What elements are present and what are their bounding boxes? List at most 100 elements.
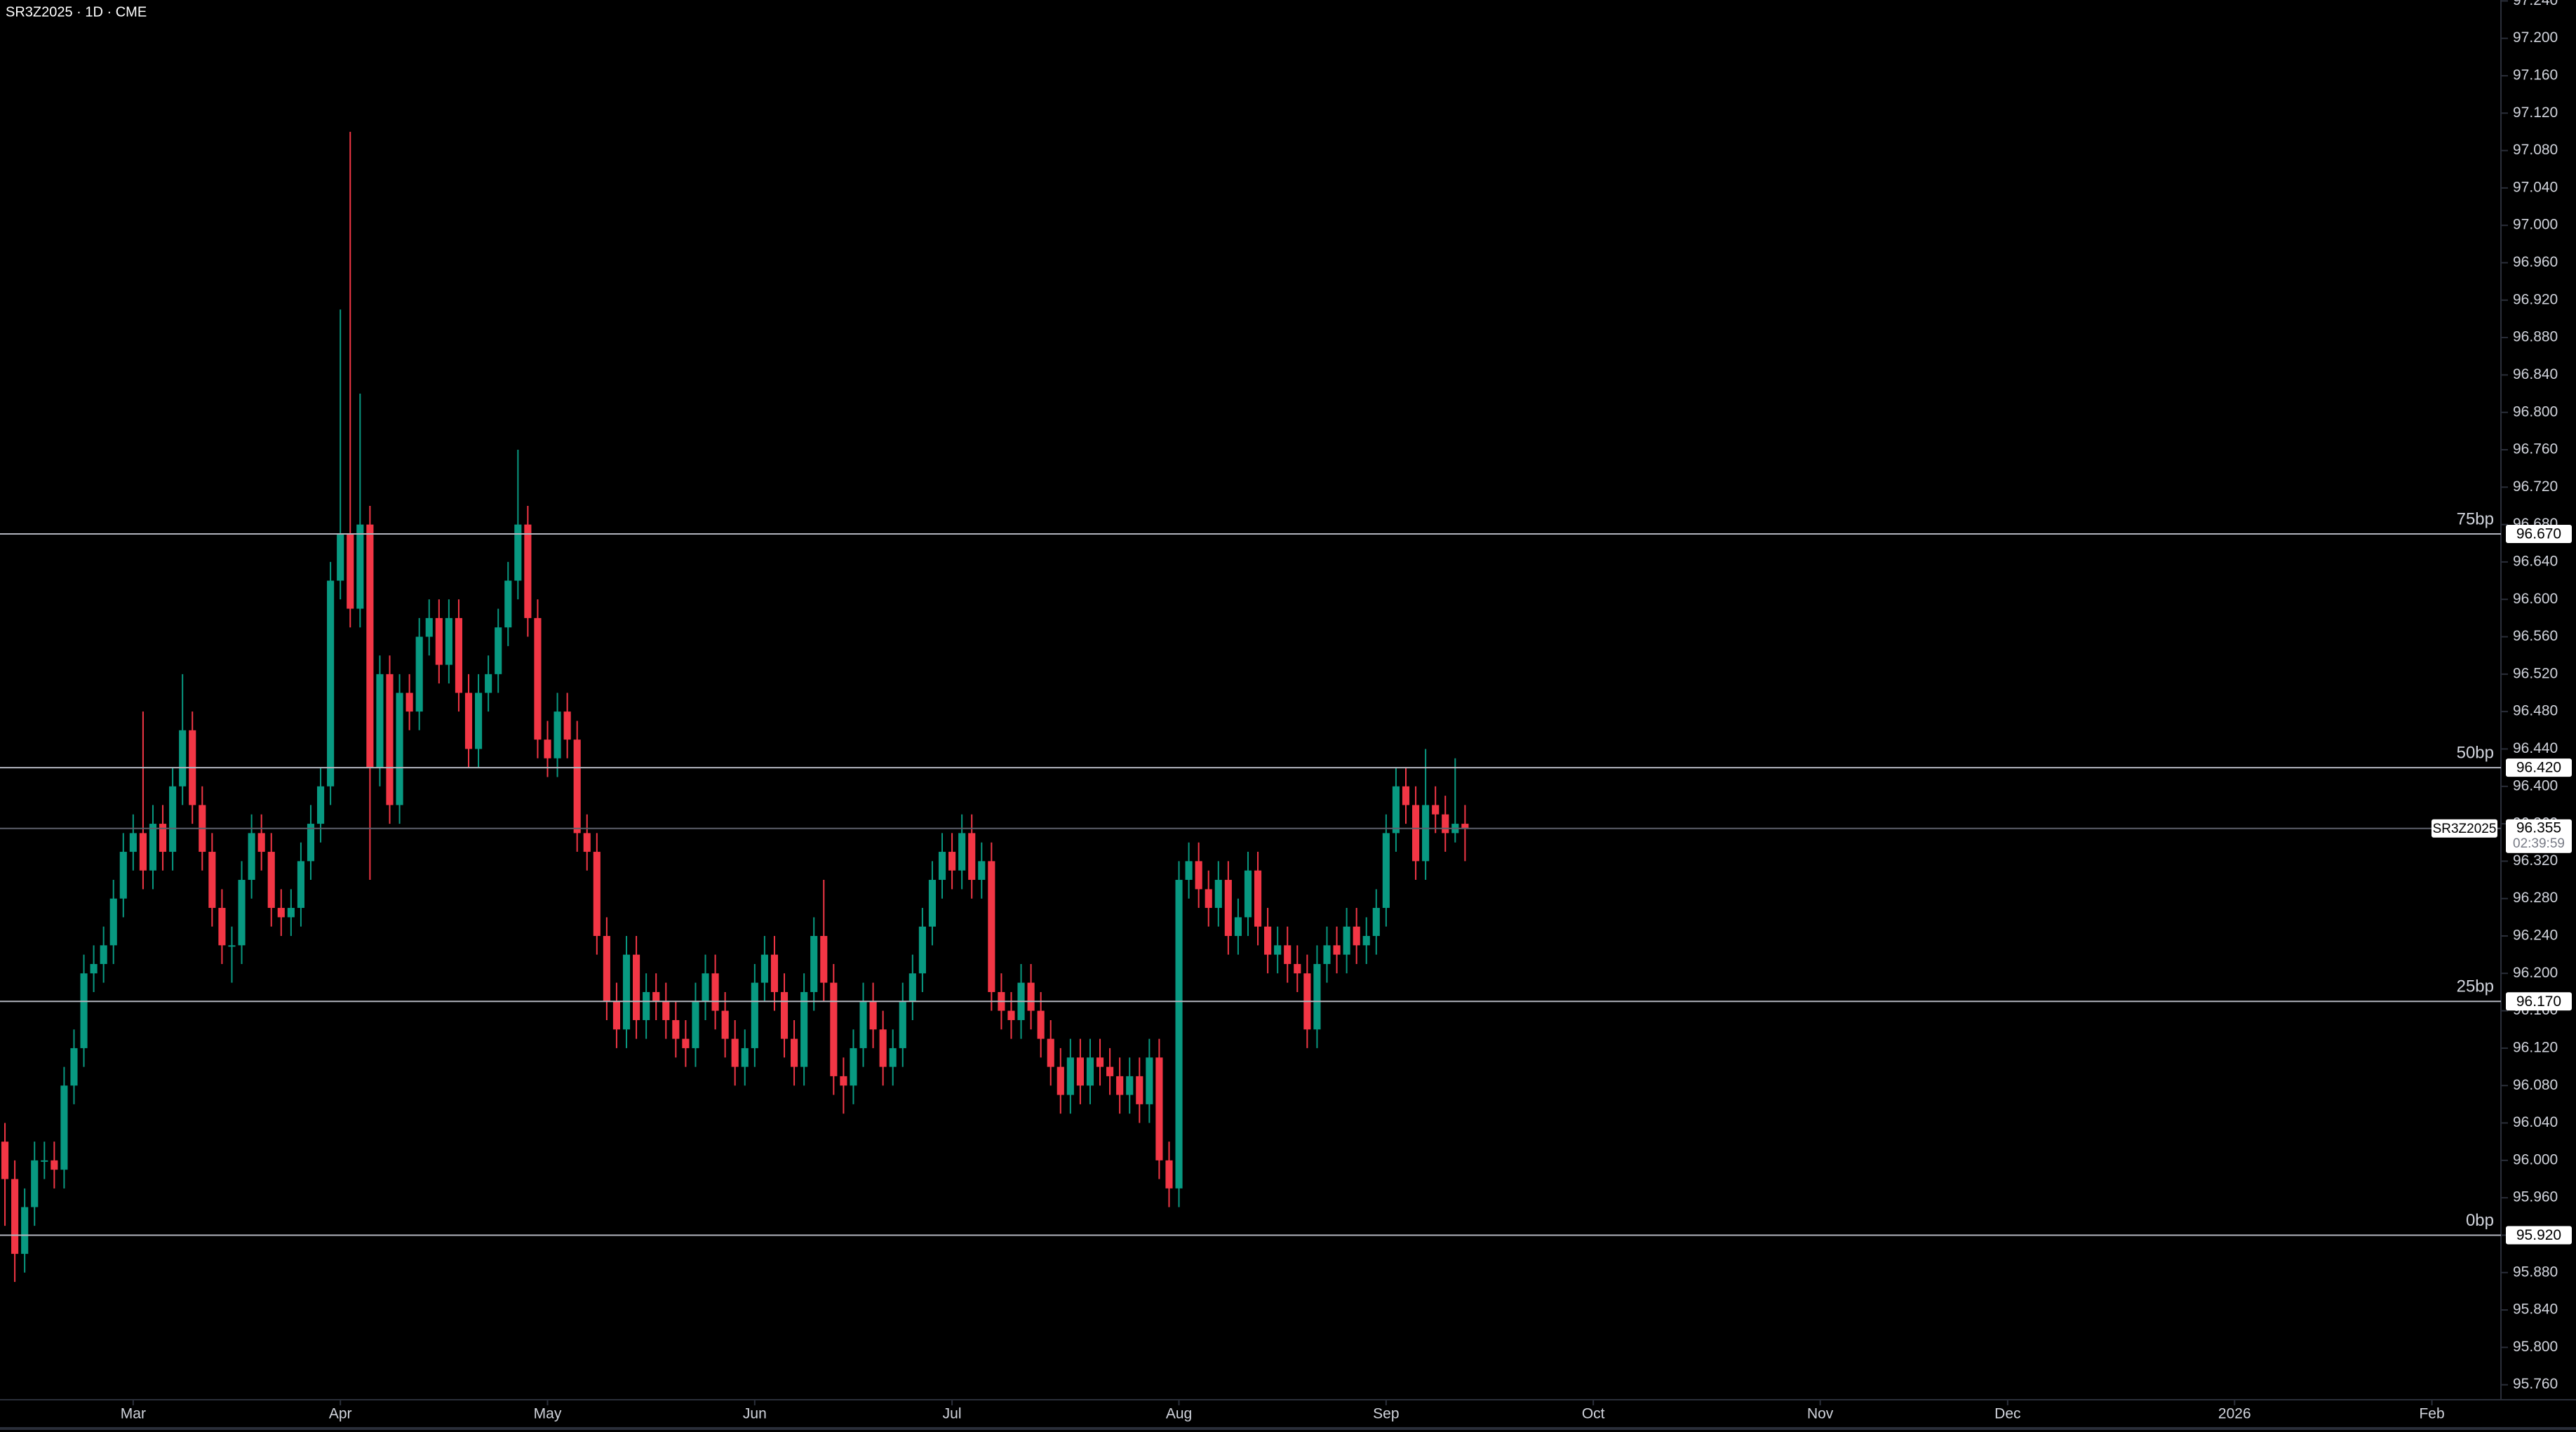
candle-body xyxy=(495,627,502,674)
candle-body xyxy=(248,833,255,881)
candle-body xyxy=(672,1019,680,1039)
y-tick-label: 96.240 xyxy=(2513,928,2558,944)
level-label: 75bp xyxy=(2457,509,2494,528)
y-tick-label: 97.240 xyxy=(2513,0,2558,8)
level-price-box xyxy=(2506,758,2572,777)
candle-body xyxy=(1244,870,1252,918)
candle-body xyxy=(238,880,246,946)
y-tick-label: 96.320 xyxy=(2513,852,2558,869)
candle-body xyxy=(1,1142,9,1179)
candle-body xyxy=(425,617,433,637)
candle-body xyxy=(504,580,512,628)
candle-body xyxy=(109,898,117,946)
candle-body xyxy=(1422,805,1430,862)
candle-body xyxy=(820,935,828,983)
symbol-box xyxy=(2431,819,2497,838)
candle-body xyxy=(1372,908,1380,936)
candle-body xyxy=(968,833,976,881)
candle-body xyxy=(1294,963,1301,974)
y-tick-label: 96.960 xyxy=(2513,254,2558,270)
countdown-label: 02:39:59 xyxy=(2513,836,2565,851)
candle-body xyxy=(1066,1057,1074,1095)
y-tick-label: 95.800 xyxy=(2513,1339,2558,1355)
candle-body xyxy=(31,1160,39,1207)
candle-body xyxy=(90,963,98,974)
candle-body xyxy=(938,852,946,881)
candle-body xyxy=(337,533,344,581)
candle-body xyxy=(277,908,285,918)
candle-body xyxy=(376,674,384,768)
candle-body xyxy=(435,617,443,665)
x-tick-label: Jun xyxy=(743,1406,767,1422)
candle-body xyxy=(889,1048,897,1067)
level-label: 25bp xyxy=(2457,977,2494,996)
x-tick-label: Sep xyxy=(1373,1406,1399,1422)
level-label: 50bp xyxy=(2457,743,2494,762)
candle-body xyxy=(928,880,937,927)
level-price-box xyxy=(2506,1226,2572,1245)
candle-body xyxy=(978,861,986,881)
candle-body xyxy=(1007,1010,1015,1020)
x-tick-label: 2026 xyxy=(2218,1406,2251,1422)
candle-body xyxy=(1402,786,1410,805)
y-tick-label: 96.520 xyxy=(2513,665,2558,681)
candle-body xyxy=(731,1038,739,1067)
candle-body xyxy=(415,636,423,712)
candle-body xyxy=(11,1179,19,1254)
candle-body xyxy=(1362,935,1370,946)
candle-body xyxy=(721,1010,729,1039)
candle-body xyxy=(51,1160,58,1170)
candle-body xyxy=(544,740,551,758)
level-price-box xyxy=(2506,524,2572,543)
level-price-label: 96.170 xyxy=(2516,993,2561,1010)
candle-body xyxy=(1411,805,1420,862)
candle-body xyxy=(1136,1076,1143,1104)
candle-body xyxy=(169,786,177,852)
candle-body xyxy=(1116,1076,1124,1095)
candle-body xyxy=(741,1048,749,1067)
y-tick-label: 96.600 xyxy=(2513,591,2558,607)
candle-body xyxy=(662,1001,670,1020)
candle-body xyxy=(119,852,127,899)
candle-body xyxy=(840,1076,847,1086)
y-tick-label: 95.760 xyxy=(2513,1376,2558,1392)
y-tick-label: 96.120 xyxy=(2513,1039,2558,1055)
candle-body xyxy=(1323,945,1331,964)
candle-body xyxy=(682,1038,690,1048)
candle-body xyxy=(1392,786,1400,834)
candle-body xyxy=(1185,861,1193,881)
candle-body xyxy=(474,692,483,749)
x-tick-label: Apr xyxy=(329,1406,352,1422)
candle-body xyxy=(780,991,789,1039)
y-tick-label: 96.760 xyxy=(2513,441,2558,457)
candle-body xyxy=(218,908,226,946)
candle-body xyxy=(1096,1057,1104,1067)
candle-body xyxy=(563,711,571,740)
candle-body xyxy=(810,935,818,992)
candle-body xyxy=(159,824,167,852)
last-price-box xyxy=(2506,819,2572,853)
candle-body xyxy=(1234,917,1242,936)
candle-body xyxy=(464,692,473,749)
candle-body xyxy=(129,833,137,852)
candle-body xyxy=(21,1207,29,1254)
y-tick-label: 95.840 xyxy=(2513,1301,2558,1318)
candle-body xyxy=(1353,926,1360,946)
x-tick-label: Aug xyxy=(1166,1406,1192,1422)
candle-body xyxy=(800,991,808,1067)
candle-body xyxy=(287,908,295,918)
candle-body xyxy=(1106,1066,1114,1076)
symbol-label: SR3Z2025 xyxy=(2433,822,2497,836)
candle-body xyxy=(405,692,413,712)
candle-body xyxy=(1086,1057,1094,1086)
candle-body xyxy=(208,852,216,909)
candle-body xyxy=(1274,945,1282,955)
y-tick-label: 97.000 xyxy=(2513,217,2558,233)
candle-body xyxy=(583,833,591,852)
y-tick-label: 96.840 xyxy=(2513,366,2558,382)
candle-body xyxy=(1333,945,1341,955)
y-tick-label: 96.400 xyxy=(2513,777,2558,794)
candle-body xyxy=(1165,1160,1173,1189)
candle-body xyxy=(1442,814,1449,834)
